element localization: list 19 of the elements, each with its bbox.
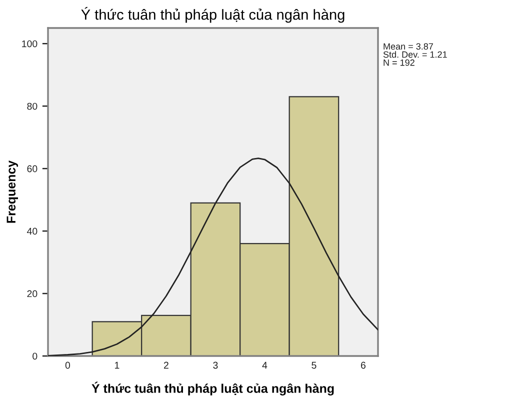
x-tick-label: 5 — [312, 362, 316, 369]
y-tick-label: 0 — [32, 352, 38, 360]
x-tick-label: 4 — [262, 362, 268, 369]
chart-title: Ý thức tuân thủ pháp luật của ngân hàng — [81, 7, 344, 23]
y-tick-label: 60 — [27, 165, 38, 172]
text: N = 192 — [384, 59, 414, 66]
text: Mean = 3.87 — [384, 43, 433, 50]
x-tick-label: 2 — [164, 362, 168, 369]
x-tick-label: 6 — [361, 362, 366, 369]
x-axis-title: Ý thức tuân thủ pháp luật của ngân hàng — [92, 382, 334, 396]
text: Std. Dev. = 1.21 — [383, 51, 447, 58]
y-axis-title: Frequency — [6, 160, 18, 223]
y-tick-label: 20 — [27, 290, 38, 298]
x-tick-label: 3 — [213, 362, 218, 369]
x-tick-label: 1 — [114, 362, 120, 369]
x-tick-label: 0 — [65, 362, 70, 369]
y-tick-label: 100 — [22, 40, 38, 48]
y-tick-label: 40 — [26, 228, 38, 235]
y-tick-label: 80 — [27, 102, 38, 110]
